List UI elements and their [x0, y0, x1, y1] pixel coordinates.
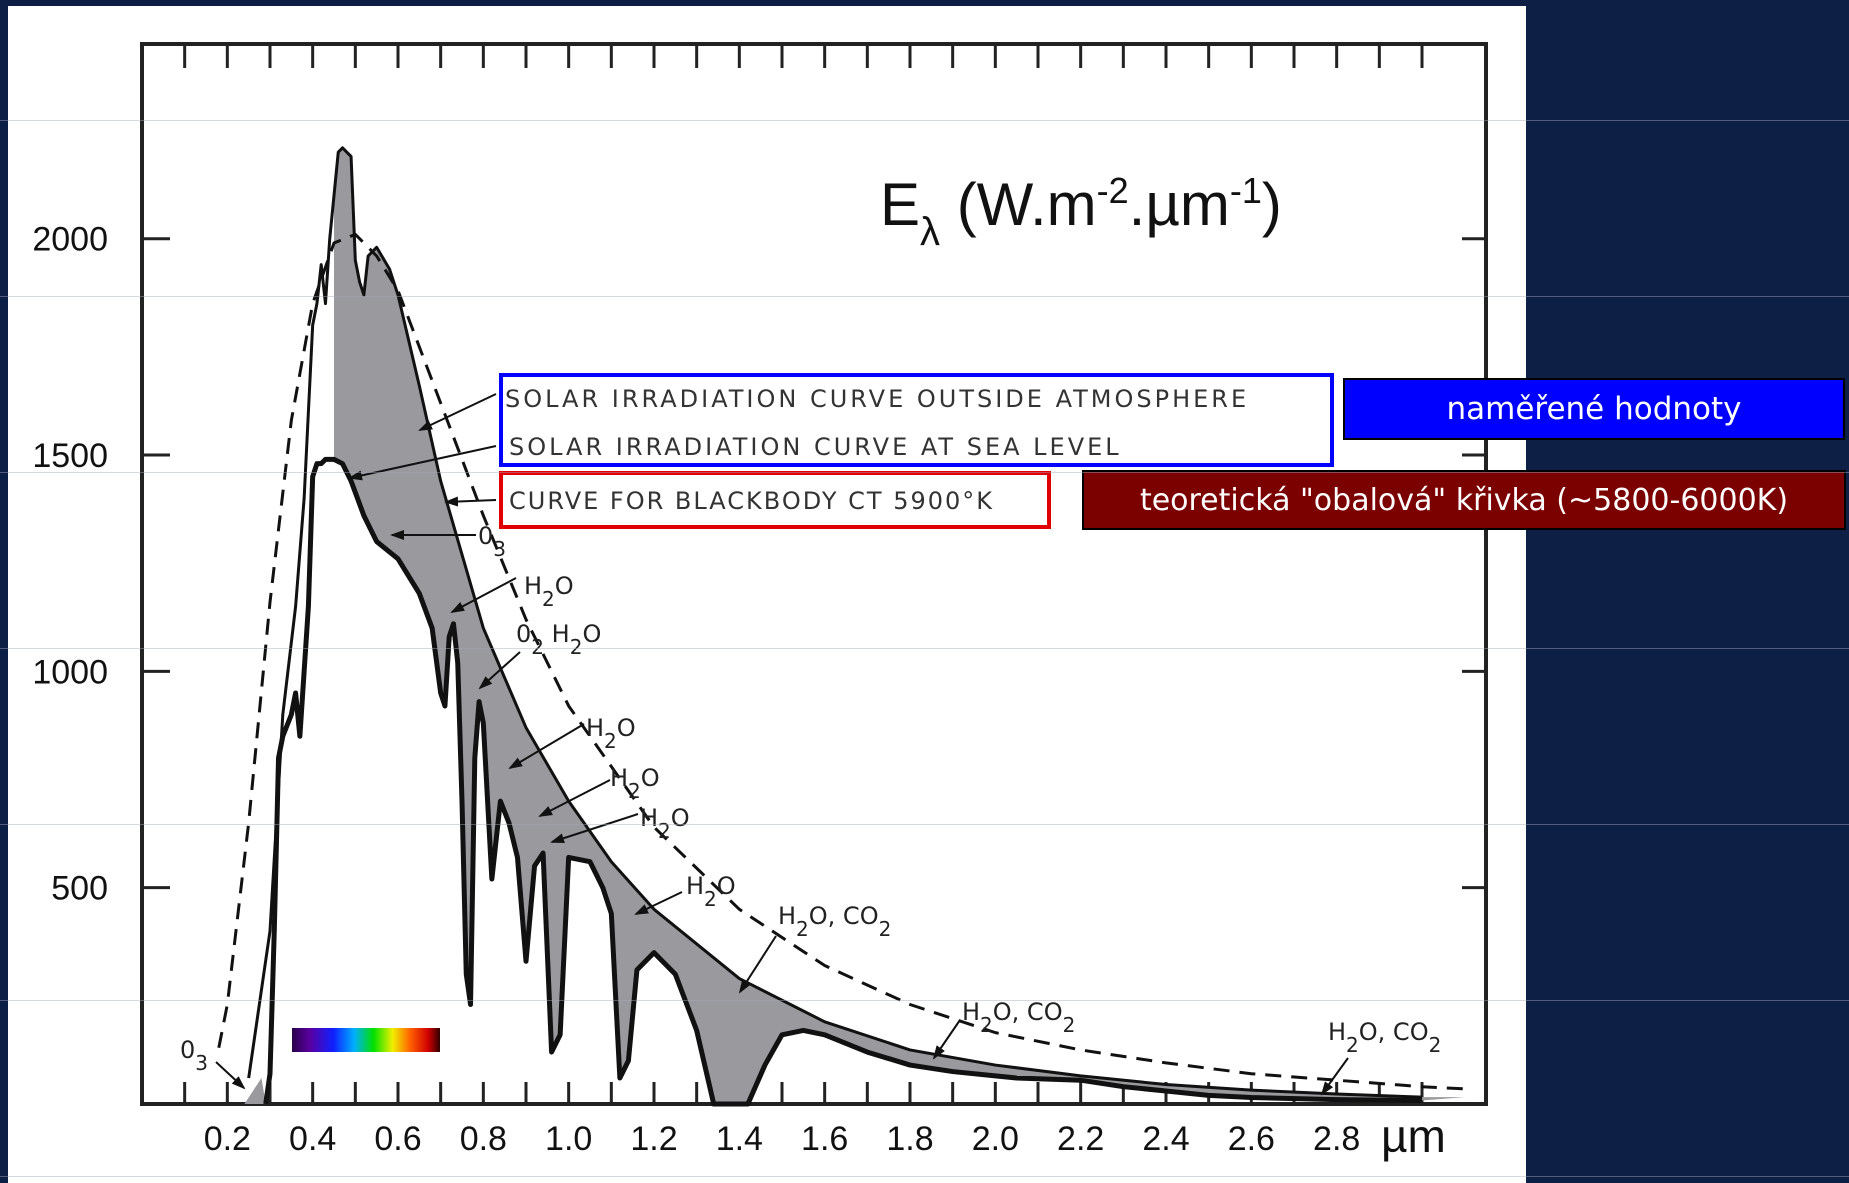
visible-spectrum-bar	[292, 1028, 440, 1052]
x-tick-label: 1.6	[801, 1120, 848, 1158]
annotation-h2o-5: H2O	[686, 872, 736, 911]
x-tick-label: 2.6	[1228, 1120, 1275, 1158]
annotation-h2o-co2-1: H2O, CO2	[778, 902, 891, 941]
blue-legend-box	[499, 373, 1334, 467]
red-legend-box	[499, 471, 1051, 529]
x-axis-label: µm	[1381, 1110, 1446, 1162]
annotation-h2o-3: H2O	[610, 764, 660, 803]
annotation-h2o-4: H2O	[640, 804, 690, 843]
annotation-arrows	[215, 393, 1349, 1096]
x-tick-label: 0.2	[204, 1120, 251, 1158]
blackbody-label: CURVE FOR BLACKBODY CT 5900°K	[509, 487, 994, 515]
annotation-h2o-1: H2O	[524, 572, 574, 611]
annotation-o3-upper: 03	[478, 522, 506, 561]
theoretical-envelope-callout: teoretická "obalová" křivka (~5800-6000K…	[1082, 470, 1846, 530]
blackbody-curve	[217, 232, 1465, 1091]
annotation-o3-lower: 03	[180, 1036, 208, 1075]
x-tick-label: 1.0	[545, 1120, 592, 1158]
x-tick-label: 0.6	[374, 1120, 421, 1158]
series-lines	[217, 146, 1465, 1107]
x-tick-label: 1.4	[716, 1120, 763, 1158]
annotation-h2o-2: H2O	[586, 714, 636, 753]
x-tick-label: 1.2	[630, 1120, 677, 1158]
y-axis-label: Eλ (W.m-2.µm-1)	[880, 170, 1282, 254]
x-tick-label: 0.4	[289, 1120, 336, 1158]
sea-level-curve	[263, 456, 1423, 1107]
outside-atmosphere-curve	[247, 146, 1423, 1099]
measured-values-callout: naměřené hodnoty	[1343, 378, 1845, 440]
y-tick-label: 500	[51, 870, 108, 908]
outside-atmosphere-label: SOLAR IRRADIATION CURVE OUTSIDE ATMOSPHE…	[505, 385, 1249, 413]
annotation-h2o-co2-3: H2O, CO2	[1328, 1018, 1441, 1057]
x-tick-label: 2.8	[1313, 1120, 1360, 1158]
x-tick-label: 0.8	[460, 1120, 507, 1158]
annotation-o2-h2o: 02 H2O	[516, 620, 601, 659]
absorption-fill	[244, 147, 1465, 1104]
y-tick-label: 1500	[32, 437, 108, 475]
x-tick-label: 2.0	[972, 1120, 1019, 1158]
sea-level-label: SOLAR IRRADIATION CURVE AT SEA LEVEL	[509, 433, 1122, 461]
axis-ticks: 0.2 0.4 0.6 0.8 1.0 1.2 1.4 1.6 1.8 2.0 2.2 2.4 2.6 2…	[32, 44, 1486, 1158]
ozone-absorption-region	[244, 1078, 266, 1104]
x-tick-label: 2.4	[1142, 1120, 1189, 1158]
x-tick-label: 2.2	[1057, 1120, 1104, 1158]
x-tick-label: 1.8	[886, 1120, 933, 1158]
annotation-h2o-co2-2: H2O, CO2	[962, 998, 1075, 1037]
y-tick-label: 1000	[32, 653, 108, 691]
y-tick-label: 2000	[32, 221, 108, 259]
plot-frame	[140, 42, 1488, 1106]
